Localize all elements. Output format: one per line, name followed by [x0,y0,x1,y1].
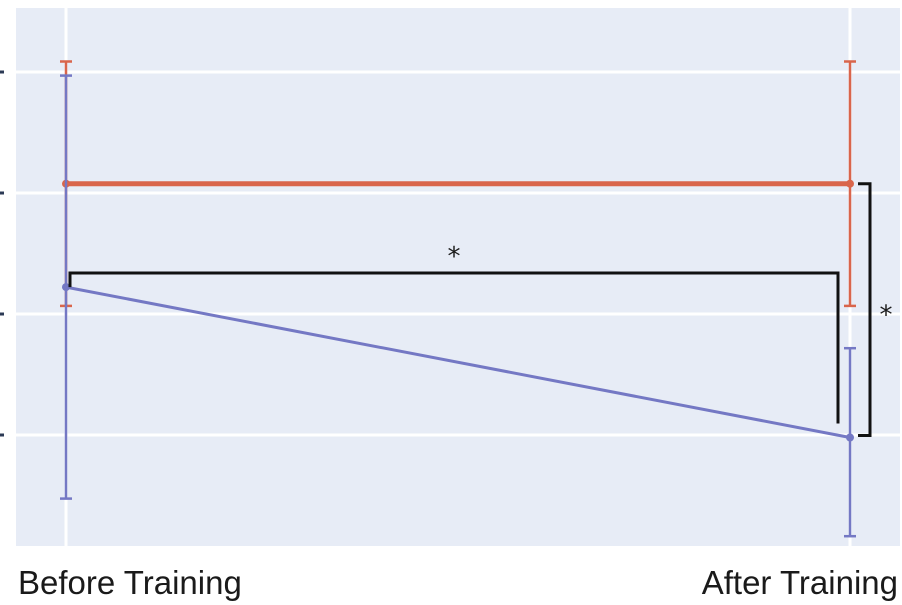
annotations-group: ** [68,182,893,437]
data-point [846,179,854,188]
x-tick-labels: Before Training After Training [18,564,898,601]
data-point [846,433,854,442]
significance-bracket [858,182,872,437]
x-tick-label: After Training [702,564,898,601]
significance-bracket [68,271,840,424]
data-point [62,283,70,292]
plot-background [16,8,900,546]
x-tick-label: Before Training [18,564,242,601]
significance-marker: * [448,242,461,272]
significance-marker: * [880,301,893,331]
series-line [65,285,851,439]
series-group [60,60,856,538]
